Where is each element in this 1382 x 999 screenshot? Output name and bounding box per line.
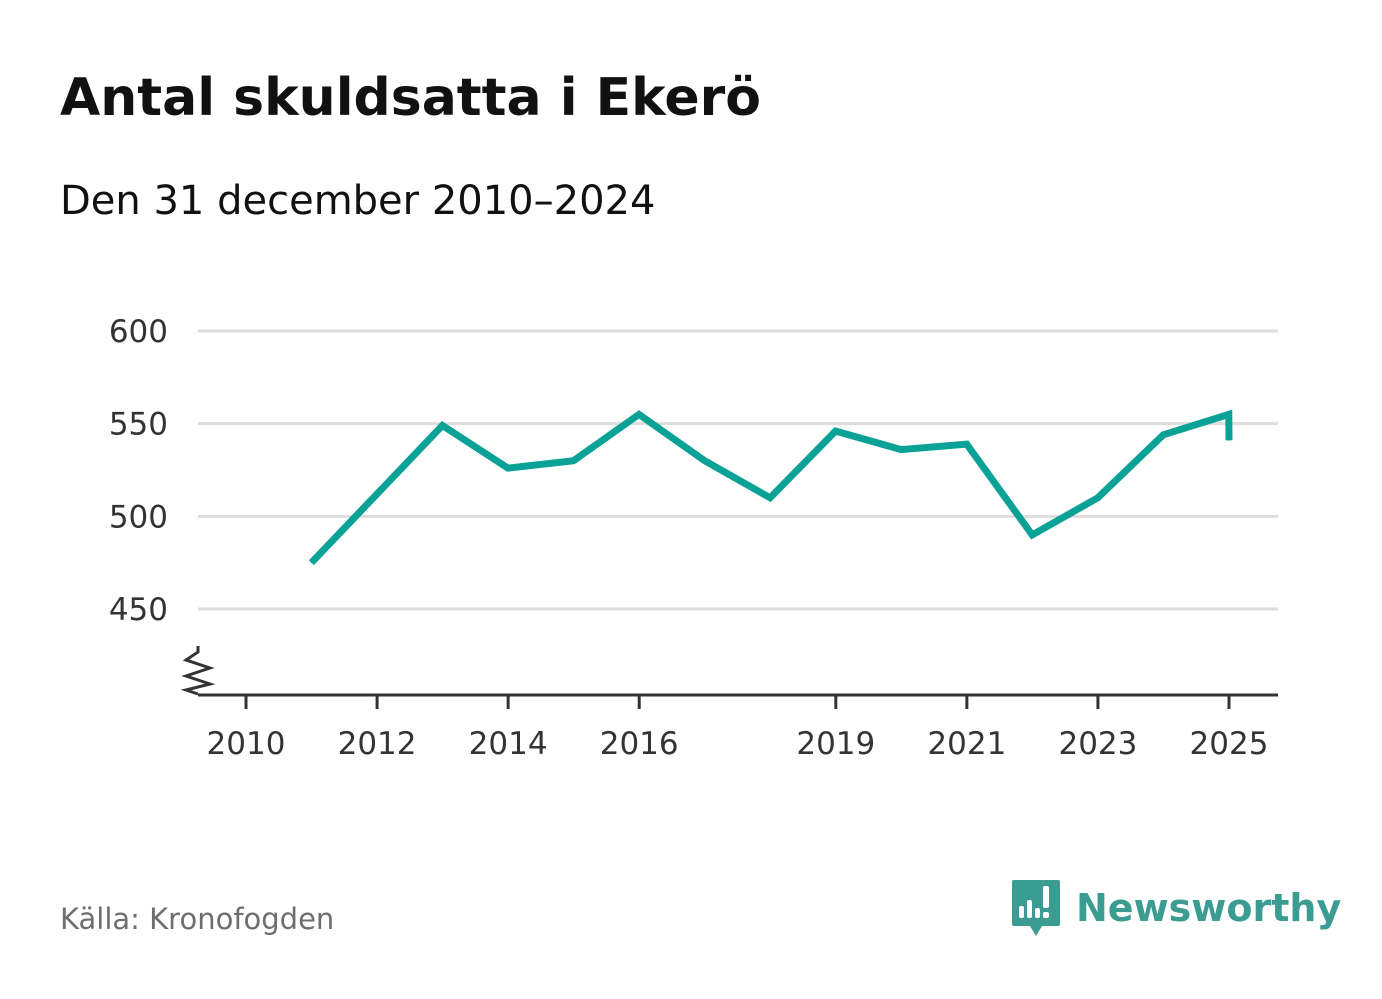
brand-name: Newsworthy bbox=[1076, 886, 1342, 930]
data-point bbox=[900, 449, 902, 451]
data-point bbox=[704, 460, 706, 462]
data-point bbox=[638, 413, 640, 415]
series-layer bbox=[308, 409, 1233, 566]
data-point bbox=[1162, 434, 1164, 436]
data-point bbox=[441, 425, 443, 427]
y-tick-label: 600 bbox=[109, 314, 168, 350]
newsworthy-logo-icon bbox=[1012, 880, 1060, 936]
data-point bbox=[1031, 534, 1033, 536]
tick-labels: 450 500 550 600 2010 2012 2014 2016 2019 2021 2023… bbox=[109, 314, 1269, 762]
data-point bbox=[376, 493, 378, 495]
x-tick-label: 2012 bbox=[338, 726, 417, 762]
y-tick-label: 550 bbox=[109, 407, 168, 443]
data-point bbox=[507, 467, 509, 469]
data-point bbox=[1228, 439, 1230, 441]
x-tick-label: 2021 bbox=[927, 726, 1006, 762]
x-tick-label: 2025 bbox=[1190, 726, 1269, 762]
data-point bbox=[1097, 497, 1099, 499]
data-point bbox=[310, 562, 312, 564]
chart-title: Antal skuldsatta i Ekerö bbox=[60, 68, 761, 128]
x-tick-label: 2010 bbox=[207, 726, 286, 762]
data-point bbox=[835, 430, 837, 432]
x-tick-label: 2019 bbox=[796, 726, 875, 762]
x-tick-label: 2016 bbox=[600, 726, 679, 762]
y-tick-label: 500 bbox=[109, 499, 168, 535]
x-axis bbox=[180, 646, 1278, 709]
grid-lines bbox=[198, 329, 1278, 611]
data-point bbox=[966, 443, 968, 445]
data-point bbox=[572, 460, 574, 462]
data-point bbox=[1228, 413, 1230, 415]
x-tick-label: 2023 bbox=[1058, 726, 1137, 762]
brand-logo: Newsworthy bbox=[1010, 878, 1341, 938]
data-point bbox=[769, 497, 771, 499]
axis-break-icon bbox=[180, 646, 216, 696]
y-tick-label: 450 bbox=[109, 592, 168, 628]
x-tick-label: 2014 bbox=[469, 726, 548, 762]
source-note: Källa: Kronofogden bbox=[60, 902, 335, 936]
chart-subtitle: Den 31 december 2010–2024 bbox=[60, 178, 656, 224]
series-line bbox=[308, 409, 1233, 566]
